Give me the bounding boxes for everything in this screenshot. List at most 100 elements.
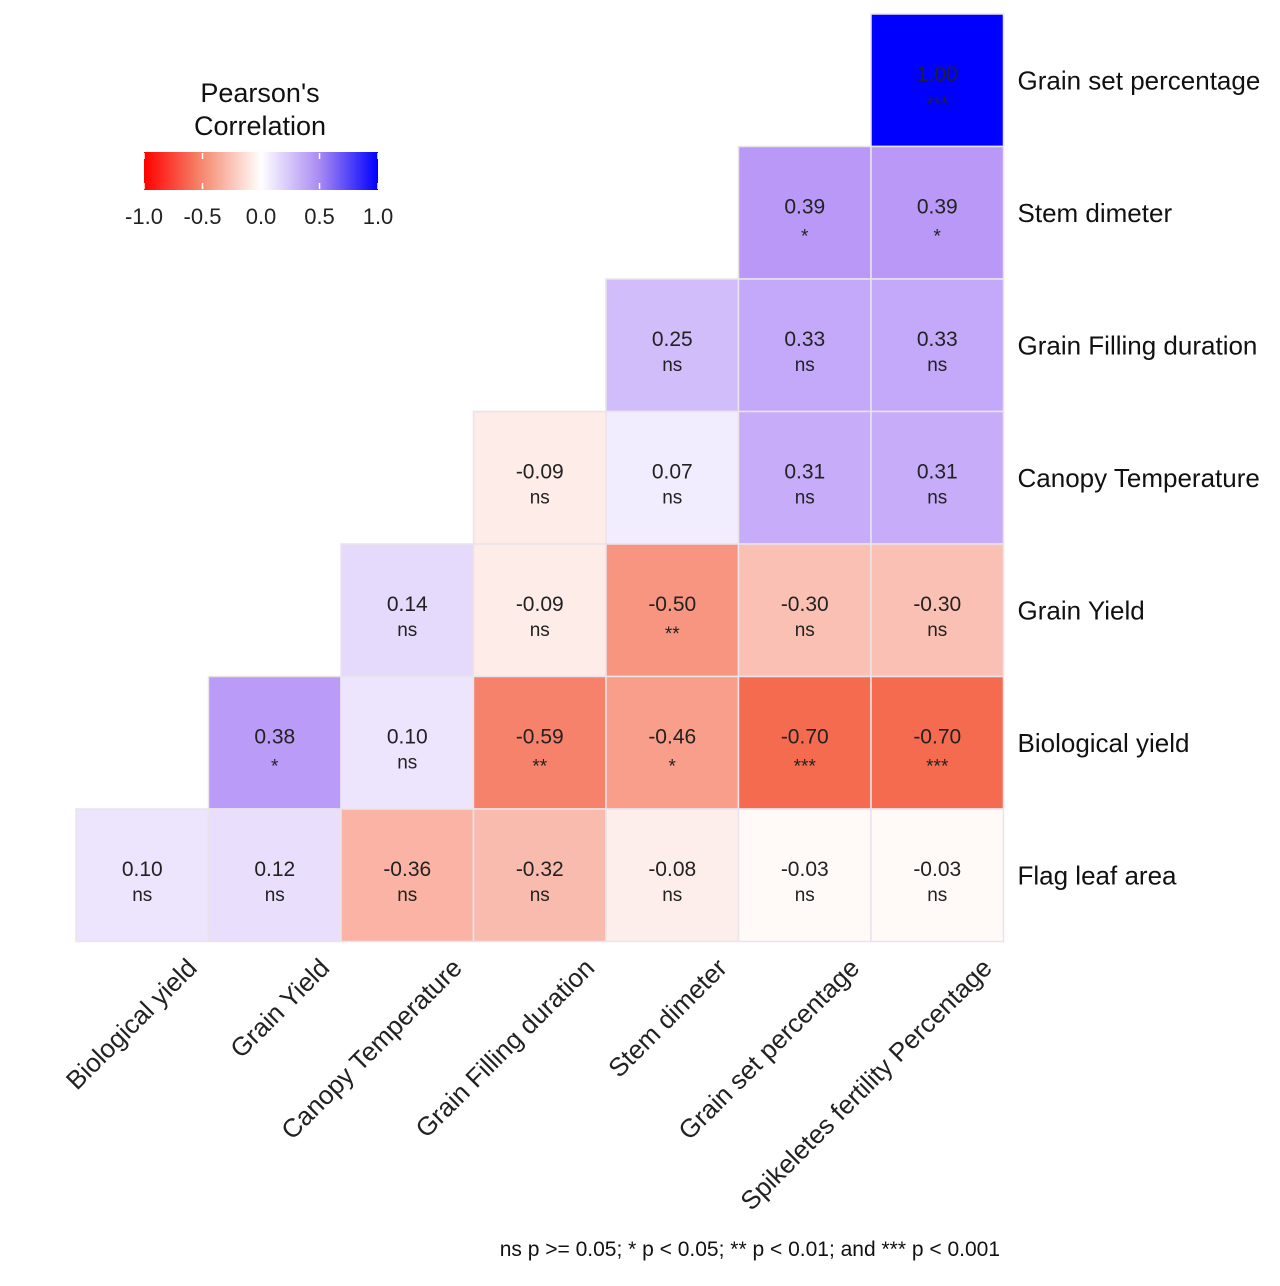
heatmap-cell: 0.33 ns: [870, 278, 1005, 413]
heatmap-cells: 1.00***0.39*0.39*0.25ns0.33ns0.33ns-0.09…: [75, 13, 1005, 943]
cell-value-label: -0.50: [648, 593, 696, 616]
heatmap-cell: -0.70 ***: [870, 675, 1005, 810]
cell-significance-label: ns: [927, 620, 947, 641]
cell-value-label: -0.08: [648, 858, 696, 881]
heatmap-cell: 0.39 *: [870, 145, 1005, 280]
cell-significance-label: ns: [795, 885, 815, 906]
cell-value-label: 0.14: [387, 593, 428, 616]
cell-value-label: 0.38: [254, 726, 295, 749]
heatmap-cell: -0.70 ***: [737, 675, 872, 810]
cell-significance-label: *: [271, 757, 279, 778]
cell-value-label: -0.09: [516, 461, 564, 484]
heatmap-cell: -0.50 **: [605, 543, 740, 678]
legend-title-line2: Correlation: [194, 111, 326, 141]
heatmap-cell: -0.03 ns: [870, 808, 1005, 943]
row-label: Flag leaf area: [1018, 860, 1178, 890]
heatmap-cell-rect: [340, 808, 475, 943]
cell-value-label: 0.07: [652, 461, 693, 484]
heatmap-cell: -0.36 ns: [340, 808, 475, 943]
heatmap-cell-rect: [605, 675, 740, 810]
heatmap-cell-rect: [605, 410, 740, 545]
cell-value-label: -0.70: [913, 726, 961, 749]
cell-significance-label: ***: [926, 94, 949, 115]
column-label: Spikeletes fertility Percentage: [734, 953, 997, 1216]
heatmap-cell-rect: [870, 675, 1005, 810]
heatmap-cell: 0.10 ns: [75, 808, 210, 943]
row-label: Grain set percentage: [1018, 65, 1261, 95]
cell-value-label: 0.39: [784, 196, 825, 219]
significance-footnote: ns p >= 0.05; * p < 0.05; ** p < 0.01; a…: [500, 1238, 1000, 1261]
heatmap-cell: 1.00 ***: [870, 13, 1005, 148]
heatmap-cell-rect: [75, 808, 210, 943]
row-label: Grain Filling duration: [1018, 330, 1258, 360]
cell-significance-label: ns: [397, 753, 417, 774]
cell-value-label: 0.10: [387, 726, 428, 749]
cell-significance-label: ns: [132, 885, 152, 906]
cell-value-label: 0.39: [917, 196, 958, 219]
legend-tick-label: -1.0: [125, 204, 163, 229]
heatmap-cell: -0.09 ns: [472, 543, 607, 678]
cell-significance-label: ns: [397, 620, 417, 641]
heatmap-cell: 0.07 ns: [605, 410, 740, 545]
cell-value-label: -0.03: [781, 858, 829, 881]
heatmap-cell: 0.10 ns: [340, 675, 475, 810]
heatmap-cell-rect: [870, 13, 1005, 148]
row-label: Stem dimeter: [1018, 198, 1173, 228]
heatmap-cell: -0.09 ns: [472, 410, 607, 545]
heatmap-cell-rect: [870, 278, 1005, 413]
cell-value-label: 1.00: [917, 63, 958, 86]
cell-value-label: 0.12: [254, 858, 295, 881]
column-label: Grain Yield: [224, 953, 335, 1064]
cell-value-label: -0.09: [516, 593, 564, 616]
cell-value-label: 0.31: [784, 461, 825, 484]
cell-value-label: 0.10: [122, 858, 163, 881]
legend-ticks: -1.0 -0.5 0.0 0.5 1.0: [125, 153, 393, 229]
heatmap-cell-rect: [605, 543, 740, 678]
cell-value-label: -0.59: [516, 726, 564, 749]
legend-title-line1: Pearson's: [200, 78, 319, 108]
cell-significance-label: ns: [530, 488, 550, 509]
heatmap-cell: -0.03 ns: [737, 808, 872, 943]
heatmap-cell: 0.25 ns: [605, 278, 740, 413]
column-label: Stem dimeter: [602, 952, 733, 1083]
heatmap-cell: -0.30 ns: [737, 543, 872, 678]
legend: Pearson's Correlation -1.0 -0.5 0.0 0.5 1.0: [125, 78, 393, 229]
heatmap-cell: 0.14 ns: [340, 543, 475, 678]
cell-significance-label: ***: [926, 757, 949, 778]
cell-significance-label: ns: [927, 355, 947, 376]
cell-significance-label: ns: [662, 885, 682, 906]
row-label: Grain Yield: [1018, 595, 1145, 625]
heatmap-cell: -0.32 ns: [472, 808, 607, 943]
row-labels: Grain set percentage Stem dimeter Grain Fi…: [1018, 65, 1261, 890]
heatmap-cell: 0.33 ns: [737, 278, 872, 413]
cell-value-label: 0.31: [917, 461, 958, 484]
cell-significance-label: ns: [795, 488, 815, 509]
cell-significance-label: **: [532, 757, 547, 778]
heatmap-cell-rect: [472, 543, 607, 678]
legend-tick-label: -0.5: [184, 204, 222, 229]
heatmap-cell: 0.31 ns: [870, 410, 1005, 545]
cell-value-label: 0.25: [652, 328, 693, 351]
cell-value-label: 0.33: [784, 328, 825, 351]
heatmap-cell: -0.59 **: [472, 675, 607, 810]
cell-value-label: -0.30: [781, 593, 829, 616]
cell-significance-label: ns: [397, 885, 417, 906]
cell-value-label: -0.36: [383, 858, 431, 881]
heatmap-cell: 0.31 ns: [737, 410, 872, 545]
cell-value-label: -0.32: [516, 858, 564, 881]
legend-tick-label: 0.0: [246, 204, 277, 229]
cell-significance-label: ns: [927, 885, 947, 906]
cell-significance-label: ns: [662, 355, 682, 376]
heatmap-cell-rect: [737, 410, 872, 545]
row-label: Biological yield: [1018, 728, 1190, 758]
cell-significance-label: **: [665, 624, 680, 645]
cell-significance-label: ns: [530, 885, 550, 906]
cell-significance-label: ns: [795, 620, 815, 641]
column-label: Biological yield: [60, 953, 203, 1096]
cell-significance-label: *: [669, 757, 677, 778]
heatmap-cell-rect: [207, 808, 342, 943]
heatmap-cell-rect: [737, 675, 872, 810]
heatmap-cell-rect: [870, 410, 1005, 545]
heatmap-cell: 0.12 ns: [207, 808, 342, 943]
